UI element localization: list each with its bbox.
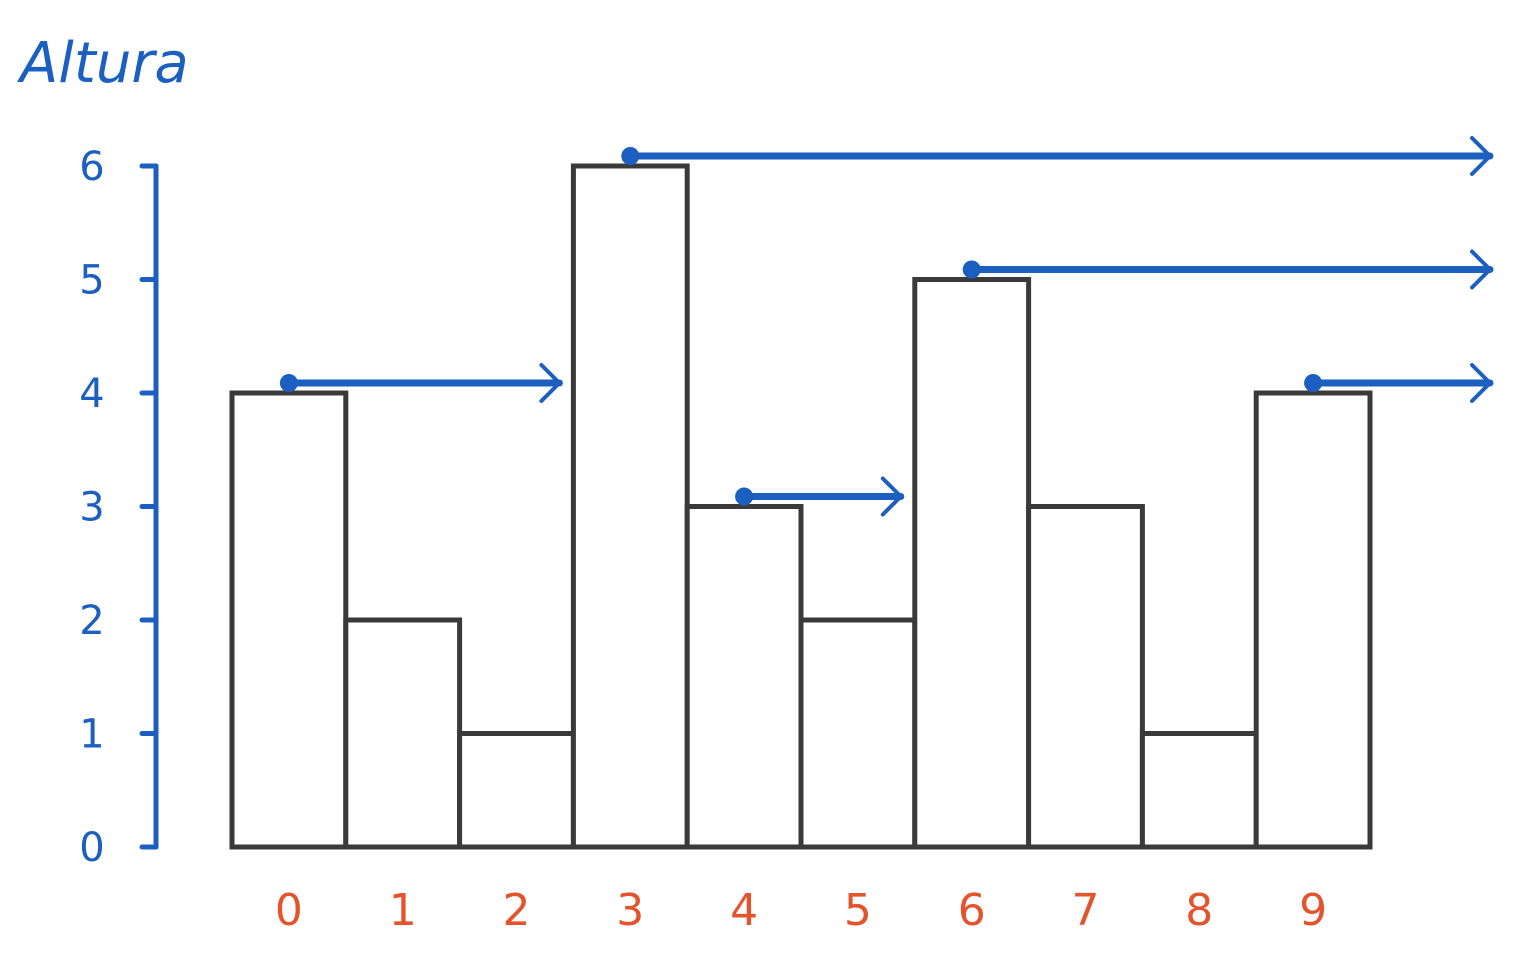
arrow-head	[880, 476, 903, 517]
next-greater-arrow	[962, 249, 1494, 290]
y-tick-label: 4	[79, 371, 104, 417]
bar	[570, 163, 690, 850]
bars-group	[229, 163, 1373, 850]
x-tick-label: 2	[503, 885, 531, 936]
y-tick-label: 0	[79, 825, 104, 871]
x-tick-label: 4	[730, 885, 758, 936]
bar	[798, 617, 918, 850]
x-tick-label: 1	[389, 885, 417, 936]
y-tick-label: 6	[79, 144, 104, 190]
bar	[1253, 390, 1373, 850]
y-axis: 0 1 2 3 4 5 6	[79, 144, 159, 871]
arrow-head	[539, 363, 562, 403]
y-tick-label: 5	[79, 258, 104, 304]
bar	[1139, 731, 1259, 850]
x-tick-labels: 0 1 2 3 4 5 6 7 8 9	[275, 885, 1327, 936]
x-tick-label: 5	[844, 885, 872, 936]
bar	[229, 390, 349, 850]
arrow-head	[1470, 136, 1492, 176]
bar	[457, 731, 576, 850]
arrow-head	[1470, 249, 1492, 290]
y-tick-label: 1	[79, 712, 104, 758]
bar	[1026, 504, 1145, 850]
y-tick-label: 2	[79, 598, 104, 644]
bar	[912, 277, 1032, 850]
arrow-head	[1470, 363, 1492, 403]
next-greater-arrow	[1304, 363, 1494, 403]
y-tick-label: 3	[79, 485, 104, 531]
next-greater-arrow	[621, 136, 1494, 176]
bar	[684, 504, 804, 850]
x-tick-label: 6	[958, 885, 986, 936]
x-tick-label: 7	[1072, 885, 1100, 936]
next-greater-arrow	[735, 476, 905, 517]
bar	[343, 617, 463, 850]
x-tick-label: 0	[275, 885, 303, 936]
x-tick-label: 8	[1185, 885, 1213, 936]
x-tick-label: 9	[1299, 885, 1327, 936]
x-tick-label: 3	[616, 885, 644, 936]
next-greater-arrows	[279, 136, 1494, 517]
y-axis-label: Altura	[17, 31, 189, 96]
next-greater-arrow	[279, 363, 563, 403]
